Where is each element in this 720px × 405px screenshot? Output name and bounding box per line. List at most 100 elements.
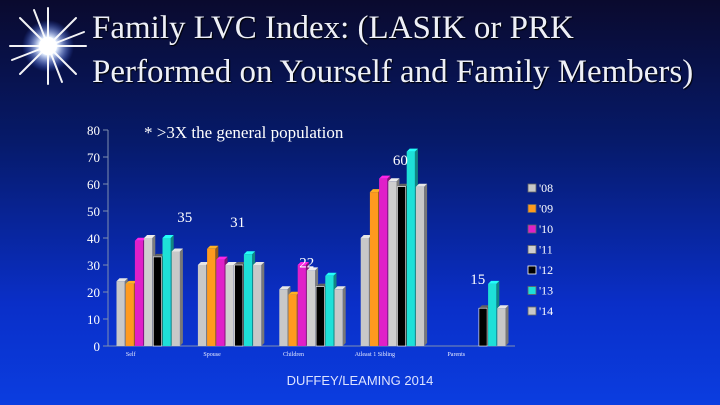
bar bbox=[288, 294, 297, 346]
bar bbox=[207, 248, 216, 346]
bar-top bbox=[234, 262, 246, 265]
annotation-label: 15 bbox=[470, 272, 485, 288]
bar-top bbox=[497, 305, 509, 309]
bar-top bbox=[360, 235, 372, 238]
bar bbox=[125, 283, 134, 346]
bar-top bbox=[369, 189, 382, 193]
annotation-label: 31 bbox=[230, 215, 245, 231]
bar-top bbox=[243, 251, 256, 255]
bar-top bbox=[288, 291, 300, 295]
y-tick-label: 0 bbox=[94, 339, 101, 354]
bar-top bbox=[279, 286, 291, 290]
annotation-label: * >3X the general population bbox=[144, 123, 344, 142]
bar bbox=[153, 256, 162, 347]
legend-label: '10 bbox=[539, 222, 553, 236]
bar bbox=[497, 308, 506, 346]
bar-top bbox=[197, 262, 210, 265]
bar bbox=[134, 240, 144, 346]
legend-swatch bbox=[527, 224, 537, 234]
y-tick-label: 70 bbox=[87, 150, 100, 165]
bar-side bbox=[179, 248, 183, 346]
bar-top bbox=[207, 245, 219, 249]
bar bbox=[116, 281, 125, 346]
bar-top bbox=[379, 175, 391, 179]
bar-top bbox=[334, 286, 346, 290]
title-line-2: Performed on Yourself and Family Members… bbox=[92, 54, 694, 90]
bar-top bbox=[297, 262, 309, 265]
y-tick-label: 20 bbox=[87, 285, 100, 300]
bar-top bbox=[388, 178, 400, 182]
bar bbox=[488, 283, 497, 346]
bar bbox=[279, 289, 288, 346]
bar-top bbox=[306, 267, 319, 271]
x-tick-label: Atleast 1 Sibling bbox=[355, 352, 395, 358]
x-tick-label: Self bbox=[126, 351, 136, 358]
bar bbox=[369, 192, 379, 346]
y-tick-label: 60 bbox=[87, 177, 100, 192]
bar-top bbox=[397, 183, 409, 187]
bar bbox=[406, 151, 415, 346]
bar-top bbox=[216, 256, 228, 260]
bar-top bbox=[116, 278, 128, 282]
bar-top bbox=[478, 305, 491, 309]
legend-swatch bbox=[527, 245, 537, 254]
x-tick-label: Spouse bbox=[203, 352, 221, 358]
bar-top bbox=[316, 283, 328, 287]
bar bbox=[253, 265, 262, 346]
legend-label: '14 bbox=[539, 304, 553, 318]
y-tick-label: 50 bbox=[87, 204, 100, 219]
legend-swatch bbox=[527, 183, 537, 193]
bar-top bbox=[415, 183, 428, 187]
bar-top bbox=[134, 237, 147, 241]
legend-swatch bbox=[527, 306, 537, 316]
starburst-logo bbox=[9, 7, 87, 85]
legend-swatch bbox=[527, 265, 537, 275]
bar bbox=[315, 286, 325, 347]
bar bbox=[243, 254, 253, 346]
bar bbox=[162, 238, 171, 346]
title-line-1: Family LVC Index: (LASIK or PRK bbox=[92, 10, 574, 46]
bar bbox=[360, 238, 369, 346]
bar bbox=[225, 265, 234, 346]
legend-label: '12 bbox=[539, 263, 553, 277]
bar-top bbox=[171, 248, 183, 252]
x-tick-label: Children bbox=[283, 352, 304, 358]
bar-top bbox=[406, 148, 418, 152]
bar-top bbox=[488, 280, 500, 284]
bar-top bbox=[253, 262, 265, 265]
bar bbox=[415, 186, 425, 346]
bar bbox=[388, 181, 397, 346]
bar-top bbox=[125, 280, 137, 284]
y-tick-label: 80 bbox=[87, 123, 100, 138]
bar bbox=[297, 265, 306, 346]
y-tick-label: 10 bbox=[87, 312, 100, 327]
slide-title: Family LVC Index: (LASIK or PRK Performe… bbox=[92, 6, 712, 94]
bar bbox=[334, 289, 343, 346]
legend-label: '13 bbox=[539, 284, 553, 298]
bar bbox=[197, 265, 207, 346]
y-tick-label: 30 bbox=[87, 258, 100, 273]
bar bbox=[216, 259, 225, 346]
annotation-label: 60 bbox=[393, 153, 408, 169]
bar bbox=[171, 251, 180, 346]
bar-side bbox=[505, 305, 509, 346]
bar-side bbox=[424, 183, 428, 346]
legend-swatch bbox=[527, 286, 537, 295]
bar-side bbox=[342, 286, 346, 346]
bar bbox=[397, 186, 406, 347]
bar bbox=[144, 238, 153, 346]
legend-swatch bbox=[527, 204, 537, 213]
bar-top bbox=[144, 235, 156, 238]
annotation-label: 35 bbox=[177, 210, 192, 226]
legend-label: '09 bbox=[539, 202, 553, 216]
bar bbox=[234, 264, 244, 347]
bar bbox=[306, 270, 316, 346]
bar bbox=[379, 178, 388, 346]
annotation-label: 22 bbox=[299, 256, 314, 272]
bar bbox=[325, 275, 334, 346]
legend-label: '08 bbox=[539, 181, 553, 195]
bar-top bbox=[325, 272, 337, 276]
footer-credit: DUFFEY/LEAMING 2014 bbox=[286, 373, 434, 388]
bar-top bbox=[153, 253, 165, 257]
